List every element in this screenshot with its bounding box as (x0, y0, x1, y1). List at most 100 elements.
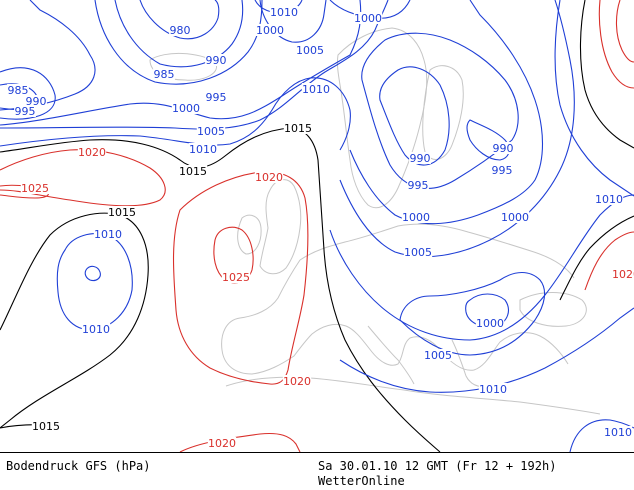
isobar-label-text: 990 (26, 95, 47, 108)
isobar-label-bg (295, 44, 325, 56)
isobar-label-text: 1010 (595, 193, 623, 206)
isobar-label-text: 1010 (189, 143, 217, 156)
isobar-990-e (379, 66, 450, 166)
isobar-1025-centre (213, 226, 254, 284)
isobar-label-l985b: 985 (7, 84, 29, 97)
isobar-label-bg (282, 375, 312, 387)
italy-coast (367, 325, 415, 385)
isobar-label-bg (169, 24, 191, 36)
isobar-1010-sw (56, 233, 133, 331)
isobar-985-nw (0, 67, 56, 120)
isobar-1005-w (0, 0, 389, 130)
isobar-label-l1005d: 1005 (423, 349, 453, 362)
isobar-label-l980: 980 (169, 24, 191, 37)
isobar-label-l990c: 990 (409, 152, 431, 165)
isobar-label-bg (283, 122, 313, 134)
isobar-label-bg (7, 84, 29, 96)
isobar-label-l990b: 990 (25, 95, 47, 108)
isobar-label-l1010c: 1010 (188, 143, 218, 156)
isobar-label-l990d: 990 (492, 142, 514, 155)
isobar-1020-w (0, 149, 166, 207)
isobar-label-l1015b: 1015 (178, 165, 208, 178)
isobar-995-e (361, 32, 519, 189)
isobar-label-text: 1010 (270, 6, 298, 19)
isobar-label-text: 1025 (222, 271, 250, 284)
isobar-label-bg (603, 426, 633, 438)
isobar-label-bg (196, 125, 226, 137)
isobar-label-bg (492, 142, 514, 154)
isobar-label-l1005a: 1005 (295, 44, 325, 57)
isobar-1005-e (339, 0, 575, 258)
isobar-1015-sw (0, 212, 149, 429)
isobar-label-text: 1000 (256, 24, 284, 37)
isobar-label-bg (25, 95, 47, 107)
isobar-label-l1020d: 1020 (207, 437, 237, 450)
isobar-1020-ne (598, 0, 634, 89)
isobar-label-bg (401, 211, 431, 223)
isobar-label-text: 1005 (404, 246, 432, 259)
isobar-1010-far-se (569, 419, 634, 452)
isobar-label-bg (407, 179, 429, 191)
isobar-label-bg (221, 271, 251, 283)
map-footer: Bodendruck GFS (hPa) Sa 30.01.10 12 GMT … (0, 452, 634, 490)
isobar-label-text: 1020 (208, 437, 236, 450)
isobar-label-text: 1005 (296, 44, 324, 57)
isobar-label-text: 990 (410, 152, 431, 165)
isobar-label-text: 1015 (32, 420, 60, 433)
isobar-label-l995d: 995 (491, 164, 513, 177)
isobar-1000-n (259, 0, 327, 43)
isobar-1015-ne (579, 0, 634, 149)
isobar-label-l1015c: 1015 (107, 206, 137, 219)
isobar-label-bg (178, 165, 208, 177)
isobar-label-bg (423, 349, 453, 361)
greece-coast (451, 339, 487, 387)
isobar-label-bg (205, 91, 227, 103)
isobar-990-e2 (466, 119, 510, 161)
isobar-label-bg (207, 437, 237, 449)
isobar-label-text: 1020 (78, 146, 106, 159)
isobar-1015-e (559, 215, 634, 301)
isobar-label-text: 980 (170, 24, 191, 37)
isobar-label-text: 995 (492, 164, 513, 177)
isobar-label-bg (171, 102, 201, 114)
isobar-label-text: 990 (493, 142, 514, 155)
isobar-label-l1010e: 1010 (93, 228, 123, 241)
isobar-label-bg (14, 105, 36, 117)
isobar-label-text: 1020 (612, 268, 634, 281)
isobar-label-text: 1005 (424, 349, 452, 362)
isobar-label-bg (500, 211, 530, 223)
isobars (0, 0, 634, 452)
isobar-label-l1010g: 1010 (478, 383, 508, 396)
isobar-label-l1010d: 1010 (594, 193, 624, 206)
isobar-label-l995c: 995 (407, 179, 429, 192)
isobar-1005-se (399, 271, 546, 356)
isobar-label-l1010b: 1010 (301, 83, 331, 96)
isobar-980-n (139, 0, 220, 40)
isobar-label-l1000d: 1000 (401, 211, 431, 224)
isobar-label-l1010h: 1010 (603, 426, 633, 439)
isobar-label-bg (301, 83, 331, 95)
isobar-label-l1015a: 1015 (283, 122, 313, 135)
ireland-coast (237, 214, 262, 255)
isobar-985-n (114, 0, 244, 68)
black-sea-coast (519, 292, 587, 327)
isobar-label-text: 1015 (284, 122, 312, 135)
map-source: WetterOnline (318, 474, 405, 488)
isobar-label-l1005c: 1005 (403, 246, 433, 259)
isobar-label-l1000a: 1000 (353, 12, 383, 25)
isobar-label-text: 1025 (21, 182, 49, 195)
isobar-label-l1025a: 1025 (20, 182, 50, 195)
isobar-label-text: 1000 (402, 211, 430, 224)
isobar-label-text: 985 (8, 84, 29, 97)
isobar-990-n (94, 0, 263, 85)
isobar-label-l1025b: 1025 (221, 271, 251, 284)
isobar-label-text: 1015 (179, 165, 207, 178)
isobar-label-text: 1000 (172, 102, 200, 115)
isobar-label-l985a: 985 (153, 68, 175, 81)
britain-coast (259, 179, 302, 275)
isobar-label-bg (188, 143, 218, 155)
isobar-1000-w (0, 0, 362, 126)
isobar-label-l1020a: 1020 (77, 146, 107, 159)
isobar-label-bg (255, 24, 285, 36)
